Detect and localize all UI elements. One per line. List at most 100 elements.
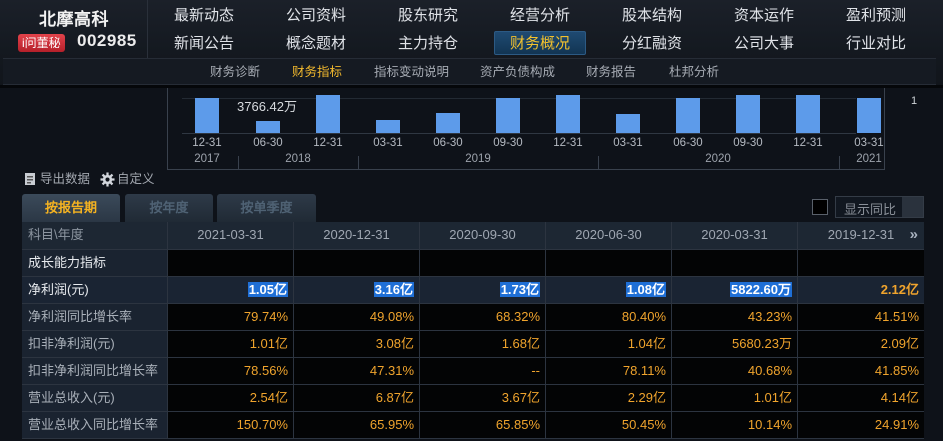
chart-bar[interactable] (796, 95, 820, 133)
table-cell: 2.29亿 (546, 385, 672, 411)
nav-company-events[interactable]: 公司大事 (733, 35, 794, 52)
toggle-knob (902, 197, 923, 217)
table-row[interactable]: 净利润(元) 1.05亿 3.16亿 1.73亿 1.08亿 5822.60万 2.12亿 (22, 277, 924, 304)
nav-latest-news[interactable]: 最新动态 (173, 7, 234, 24)
table-cell: 3.67亿 (420, 385, 546, 411)
chart-bar[interactable] (676, 98, 700, 133)
table-section-row[interactable]: 成长能力指标 (22, 250, 924, 277)
tab-by-report-period[interactable]: 按报告期 (22, 194, 120, 222)
chart-year-label: 2019 (465, 153, 491, 165)
more-columns-icon[interactable]: » (909, 226, 918, 243)
export-icon (25, 173, 35, 185)
net-profit-chart (167, 88, 885, 170)
show-yoy-toggle[interactable]: 显示同比 (835, 196, 924, 218)
table-cell: 1.68亿 (420, 331, 546, 357)
cell-value: 2.54亿 (249, 390, 288, 405)
chart-x-tick: 06-30 (673, 137, 703, 149)
chart-year-separator (838, 156, 840, 170)
row-label: 净利润(元) (22, 277, 168, 303)
nav-dividend-financing[interactable]: 分红融资 (621, 35, 682, 52)
nav-earnings-forecast[interactable]: 盈利预测 (845, 7, 906, 24)
cell-value: 41.51% (874, 309, 919, 324)
chart-bar[interactable] (316, 95, 340, 133)
table-row[interactable]: 净利润同比增长率 79.74% 49.08% 68.32% 80.40% 43.23% 41… (22, 304, 924, 331)
stock-brand: 北摩高科 i问董秘 002985 (0, 0, 148, 58)
column-header[interactable]: 2020-12-31 (294, 222, 420, 249)
chart-bar[interactable] (256, 121, 280, 133)
cell-value: 78.56% (243, 363, 288, 378)
chart-x-tick: 03-31 (613, 137, 643, 149)
chart-x-tick: 06-30 (433, 137, 463, 149)
nav-company-info[interactable]: 公司资料 (285, 7, 346, 24)
column-header[interactable]: 2020-09-30 (420, 222, 546, 249)
column-header[interactable]: 2021-03-31 (168, 222, 294, 249)
nav-concepts[interactable]: 概念题材 (285, 35, 346, 52)
table-row[interactable]: 营业总收入(元) 2.54亿 6.87亿 3.67亿 2.29亿 1.01亿 4.14亿 (22, 385, 924, 412)
column-header[interactable]: 2020-03-31 (672, 222, 798, 249)
cell-value: 78.11% (622, 363, 666, 378)
table-cell: 40.68% (672, 358, 798, 384)
nav-capital-operation[interactable]: 资本运作 (733, 7, 794, 24)
subnav-indicator-change-notes[interactable]: 指标变动说明 (374, 65, 450, 79)
chart-bar[interactable] (496, 98, 520, 133)
table-cell: 1.05亿 (168, 277, 294, 303)
cell-value: 1.04亿 (627, 336, 666, 351)
subnav-financial-indicators[interactable]: 财务指标 (292, 65, 343, 79)
chart-bar[interactable] (616, 114, 640, 133)
ask-secretary-button[interactable]: i问董秘 (18, 34, 65, 52)
nav-share-structure[interactable]: 股本结构 (621, 7, 682, 24)
stock-code: 002985 (77, 31, 137, 50)
chart-annotation: 3766.42万 (237, 99, 297, 114)
customize-button[interactable]: 自定义 (100, 170, 155, 188)
chart-bar[interactable] (436, 113, 460, 133)
cell-value: 10.14% (747, 417, 792, 432)
table-cell: 78.11% (546, 358, 672, 384)
column-header[interactable]: 2020-06-30 (546, 222, 672, 249)
tab-by-year[interactable]: 按年度 (125, 194, 213, 222)
table-row[interactable]: 扣非净利润(元) 1.01亿 3.08亿 1.68亿 1.04亿 5680.23万 2.09… (22, 331, 924, 358)
chart-bar[interactable] (736, 95, 760, 133)
chart-bar[interactable] (195, 98, 219, 133)
cell-value: 49.08% (369, 309, 414, 324)
table-cell (672, 250, 798, 276)
table-cell: 1.08亿 (546, 277, 672, 303)
customize-label: 自定义 (117, 172, 155, 186)
subnav-financial-reports[interactable]: 财务报告 (586, 65, 637, 79)
table-row[interactable]: 营业总收入同比增长率 150.70% 65.95% 65.85% 50.45% 10.14… (22, 412, 924, 439)
chart-bar[interactable] (857, 98, 881, 133)
table-cell: 150.70% (168, 412, 294, 438)
table-cell: 1.01亿 (168, 331, 294, 357)
chart-year-separator (237, 156, 239, 170)
table-cell: 68.32% (420, 304, 546, 330)
nav-announcements[interactable]: 新闻公告 (173, 35, 234, 52)
cell-value: 3.67亿 (501, 390, 540, 405)
chart-bar[interactable] (376, 120, 400, 133)
table-cell: 3.08亿 (294, 331, 420, 357)
show-yoy-checkbox[interactable] (812, 199, 828, 215)
cell-value: 1.01亿 (249, 336, 288, 351)
table-cell: 65.95% (294, 412, 420, 438)
table-cell: 41.51% (798, 304, 924, 330)
cell-value: 24.91% (874, 417, 919, 432)
table-cell: 41.85% (798, 358, 924, 384)
show-yoy-label: 显示同比 (844, 202, 897, 217)
chart-bar[interactable] (556, 95, 580, 133)
subnav-dupont-analysis[interactable]: 杜邦分析 (669, 65, 720, 79)
cell-value: 150.70% (236, 417, 288, 432)
stock-name: 北摩高科 (39, 10, 109, 29)
nav-main-holdings[interactable]: 主力持仓 (397, 35, 458, 52)
table-cell: 80.40% (546, 304, 672, 330)
nav-shareholder-research[interactable]: 股东研究 (397, 7, 458, 24)
table-cell: 49.08% (294, 304, 420, 330)
subnav-balance-sheet-composition[interactable]: 资产负债构成 (480, 65, 556, 79)
chart-x-tick: 12-31 (793, 137, 823, 149)
nav-business-analysis[interactable]: 经营分析 (509, 7, 570, 24)
tab-by-quarter[interactable]: 按单季度 (217, 194, 316, 222)
column-header[interactable]: 2019-12-31 » (798, 222, 924, 249)
chart-year-label: 2020 (705, 153, 731, 165)
export-data-button[interactable]: 导出数据 (24, 170, 90, 188)
nav-financial-overview[interactable]: 财务概况 (494, 31, 586, 55)
nav-industry-compare[interactable]: 行业对比 (845, 35, 906, 52)
subnav-financial-diagnosis[interactable]: 财务诊断 (210, 65, 261, 79)
table-row[interactable]: 扣非净利润同比增长率 78.56% 47.31% -- 78.11% 40.68% 41.8… (22, 358, 924, 385)
